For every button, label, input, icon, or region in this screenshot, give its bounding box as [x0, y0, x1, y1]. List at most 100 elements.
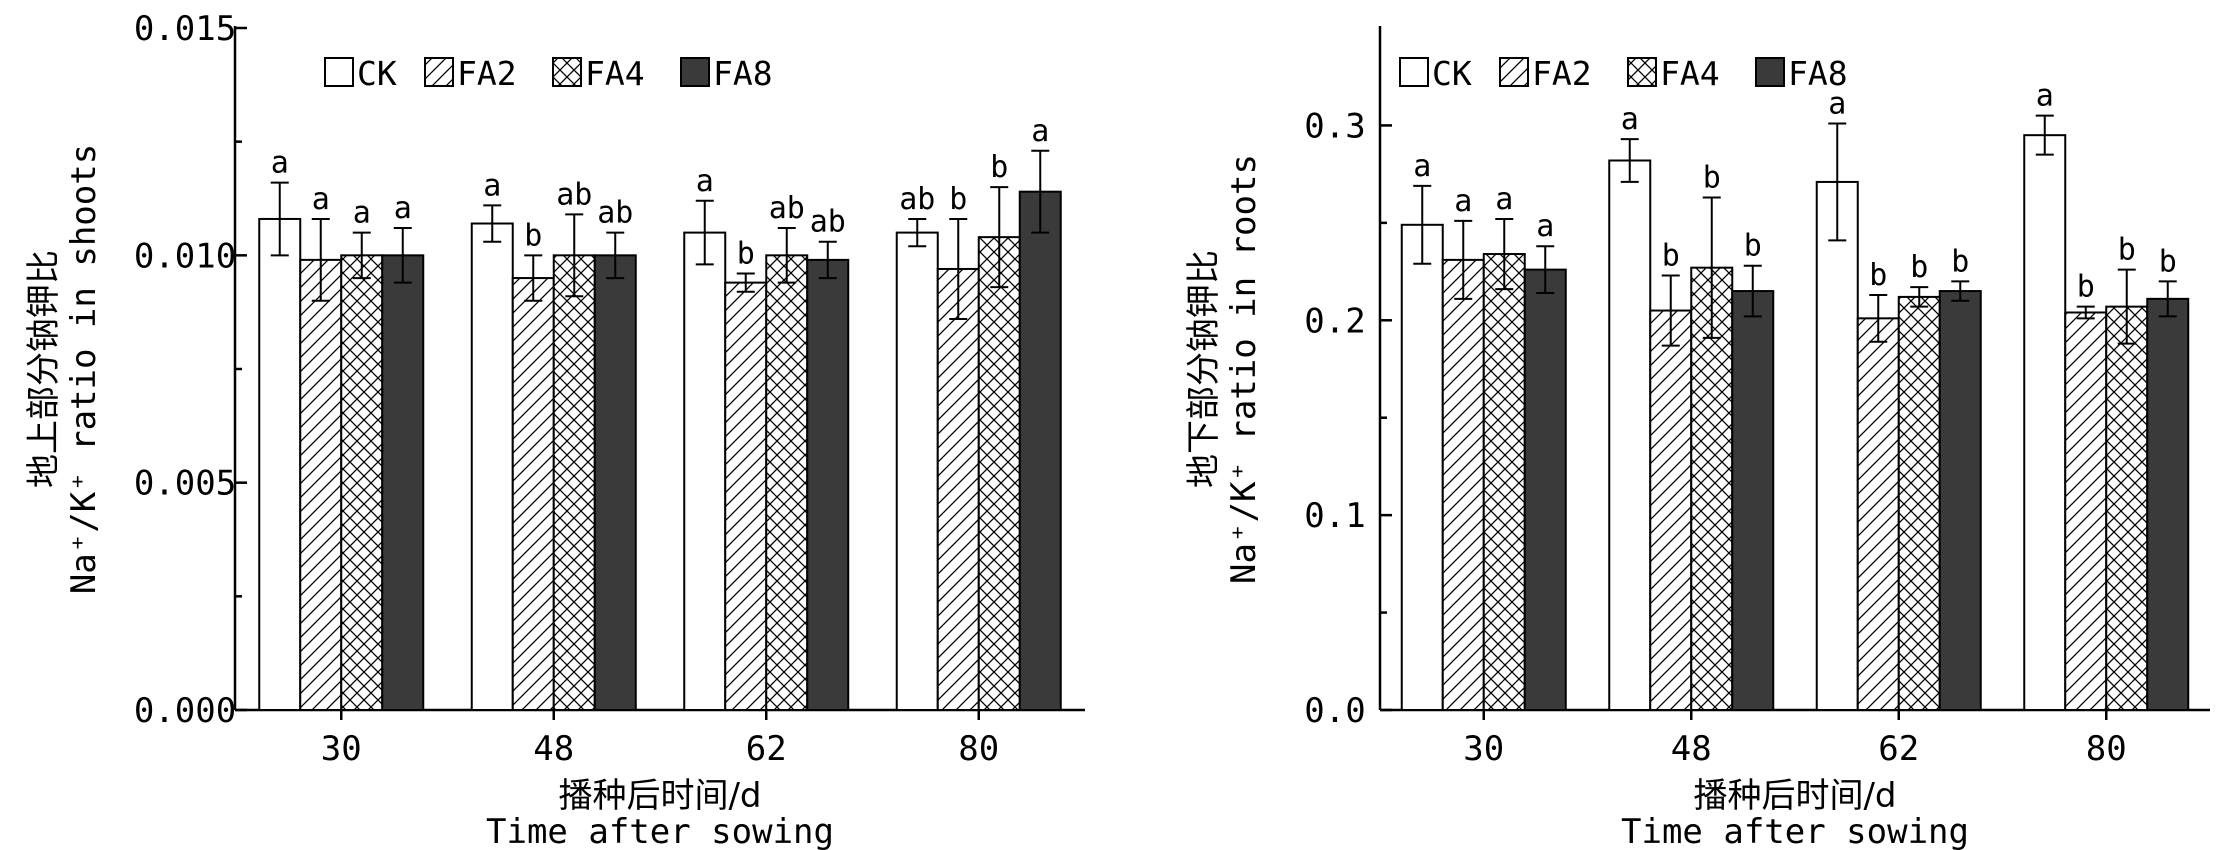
significance-label: b [2159, 244, 2177, 279]
significance-label: a [1536, 209, 1554, 244]
bar-fa2 [1856, 317, 1900, 711]
significance-label: b [1662, 238, 1680, 273]
y-tick-label: 0.015 [134, 9, 236, 49]
bar-fa2 [511, 277, 555, 711]
y-tick-label: 0.1 [1304, 496, 1365, 536]
significance-label: b [1744, 229, 1762, 264]
significance-label: a [2036, 79, 2054, 114]
significance-label: b [1910, 250, 1928, 285]
significance-label: ab [899, 182, 935, 217]
bar-ck [683, 231, 727, 711]
significance-label: a [271, 146, 289, 181]
legend-swatch-ck [324, 57, 354, 87]
significance-label: b [2118, 233, 2136, 268]
y-tick-label: 0.000 [134, 691, 236, 731]
significance-label: b [1951, 244, 1969, 279]
legend-label-ck: CK [1432, 54, 1472, 93]
x-axis-title-en: Time after sowing [486, 812, 834, 850]
bar-fa2 [2064, 311, 2108, 711]
x-tick-label: 30 [1463, 729, 1504, 769]
x-tick-label: 48 [1671, 729, 1712, 769]
legend-swatch-fa8 [1755, 57, 1785, 87]
bar-fa2 [936, 267, 980, 711]
bar-fa8 [1018, 190, 1062, 711]
significance-label: ab [810, 205, 846, 240]
y-axis-title-en: Na⁺/K⁺ ratio in shoots [64, 144, 104, 594]
legend-label-fa4: FA4 [585, 54, 645, 93]
significance-label: b [990, 150, 1008, 185]
bar-fa8 [593, 254, 637, 711]
legend-swatch-ck [1399, 57, 1429, 87]
bar-fa4 [340, 254, 384, 711]
y-tick-label: 0.3 [1304, 106, 1365, 146]
bar-ck [470, 222, 514, 712]
y-axis-title-en: Na⁺/K⁺ ratio in roots [1224, 154, 1264, 584]
x-tick-label: 62 [746, 729, 787, 769]
x-tick-label: 80 [958, 729, 999, 769]
bar-fa2 [1441, 258, 1485, 711]
significance-label: a [1413, 149, 1431, 184]
y-tick-label: 0.005 [134, 464, 236, 504]
significance-label: a [1495, 182, 1513, 217]
y-tick-label: 0.0 [1304, 691, 1365, 731]
significance-label: b [1869, 258, 1887, 293]
legend-label-fa8: FA8 [1788, 54, 1848, 93]
significance-label: a [353, 196, 371, 231]
bar-ck [2023, 134, 2067, 711]
significance-label: ab [769, 191, 805, 226]
bar-fa8 [381, 254, 425, 711]
bar-fa2 [724, 281, 768, 711]
significance-label: b [2077, 270, 2095, 305]
bar-fa4 [1897, 295, 1941, 711]
significance-label: a [1621, 102, 1639, 137]
legend-label-ck: CK [357, 54, 397, 93]
x-tick-label: 30 [321, 729, 362, 769]
bar-fa8 [806, 258, 850, 711]
legend-swatch-fa2 [1499, 57, 1529, 87]
bar-fa4 [552, 254, 596, 711]
bar-fa4 [2105, 305, 2149, 711]
y-axis-title-cn: 地下部分钠钾比 [1184, 250, 1224, 488]
bar-ck [895, 231, 939, 711]
significance-label: a [696, 164, 714, 199]
legend-swatch-fa8 [680, 57, 710, 87]
significance-label: a [1828, 86, 1846, 121]
legend-swatch-fa4 [1627, 57, 1657, 87]
significance-label: ab [597, 196, 633, 231]
bar-fa8 [1731, 290, 1775, 711]
legend-swatch-fa2 [424, 57, 454, 87]
significance-label: b [949, 182, 967, 217]
bar-fa2 [299, 258, 343, 711]
legend-label-fa4: FA4 [1660, 54, 1720, 93]
significance-label: ab [556, 177, 592, 212]
bar-fa4 [977, 236, 1021, 711]
significance-label: b [737, 237, 755, 272]
significance-label: a [312, 182, 330, 217]
bar-fa4 [1482, 253, 1526, 712]
y-tick-label: 0.2 [1304, 301, 1365, 341]
y-tick-label: 0.010 [134, 236, 236, 276]
bar-fa4 [765, 254, 809, 711]
significance-label: a [1454, 184, 1472, 219]
legend-label-fa2: FA2 [457, 54, 517, 93]
bar-fa8 [1938, 290, 1982, 711]
bar-fa2 [1649, 309, 1693, 711]
significance-label: b [524, 218, 542, 253]
y-axis-title-cn: 地上部分钠钾比 [24, 250, 64, 488]
bar-ck [1400, 223, 1444, 711]
bar-fa8 [2146, 297, 2190, 711]
bar-fa8 [1523, 268, 1567, 711]
x-axis-title-cn: 播种后时间/d [558, 776, 761, 816]
significance-label: a [1031, 114, 1049, 149]
significance-label: a [483, 168, 501, 203]
legend-label-fa2: FA2 [1532, 54, 1592, 93]
legend-label-fa8: FA8 [713, 54, 773, 93]
bar-ck [1608, 159, 1652, 711]
significance-label: b [1703, 161, 1721, 196]
bar-ck [1815, 180, 1859, 712]
x-axis-title-en: Time after sowing [1621, 812, 1969, 850]
x-tick-label: 62 [1878, 729, 1919, 769]
legend-swatch-fa4 [552, 57, 582, 87]
